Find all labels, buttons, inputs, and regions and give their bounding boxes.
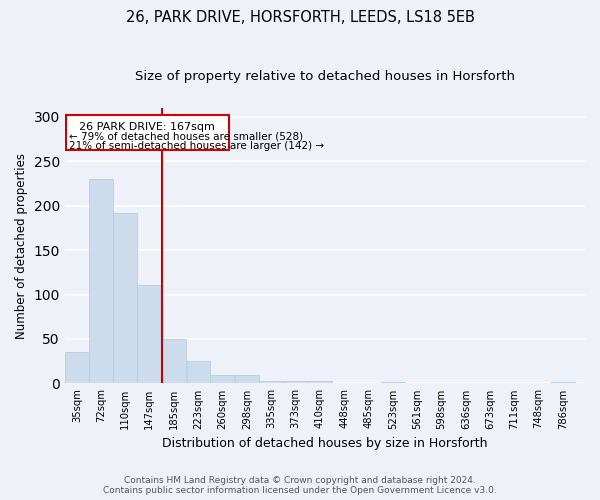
Title: Size of property relative to detached houses in Horsforth: Size of property relative to detached ho… [135,70,515,83]
Text: 21% of semi-detached houses are larger (142) →: 21% of semi-detached houses are larger (… [69,140,324,150]
Text: Contains HM Land Registry data © Crown copyright and database right 2024.
Contai: Contains HM Land Registry data © Crown c… [103,476,497,495]
Bar [162,339,186,384]
Bar [551,382,575,384]
Bar [89,179,113,384]
Bar [308,381,332,384]
Bar [235,374,259,384]
Text: ← 79% of detached houses are smaller (528): ← 79% of detached houses are smaller (52… [69,132,303,142]
Bar [259,381,283,384]
Bar [113,212,137,384]
Bar [65,352,89,384]
Bar [381,382,404,384]
Text: 26 PARK DRIVE: 167sqm: 26 PARK DRIVE: 167sqm [79,122,215,132]
Bar [66,115,229,150]
Bar [284,381,308,384]
Bar [137,284,161,384]
Y-axis label: Number of detached properties: Number of detached properties [15,152,28,338]
Bar [187,361,211,384]
Text: 26, PARK DRIVE, HORSFORTH, LEEDS, LS18 5EB: 26, PARK DRIVE, HORSFORTH, LEEDS, LS18 5… [125,10,475,25]
X-axis label: Distribution of detached houses by size in Horsforth: Distribution of detached houses by size … [162,437,488,450]
Bar [211,374,235,384]
